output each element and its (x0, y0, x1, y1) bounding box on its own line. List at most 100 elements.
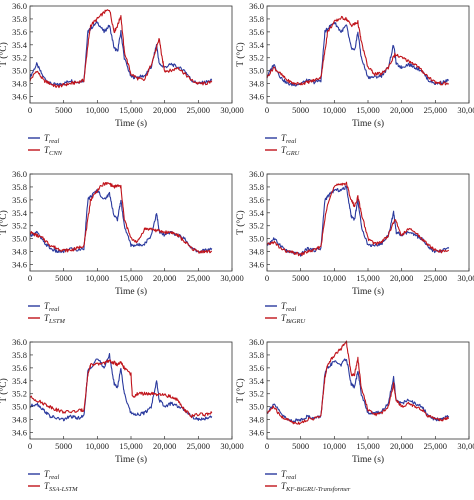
legend-label: Treal (44, 133, 59, 145)
x-tick-label: 5000 (55, 105, 72, 115)
x-tick-label: 10,000 (86, 105, 109, 115)
series-line-T_real (29, 352, 213, 422)
y-tick-label: 36.0 (12, 1, 27, 11)
x-tick-label: 20,000 (390, 273, 413, 283)
legend-label: Treal (281, 469, 296, 481)
legend-label: TBiGRU (281, 313, 306, 325)
y-tick-label: 35.2 (249, 221, 264, 231)
y-tick-label: 36.0 (249, 169, 264, 179)
x-tick-label: 15,000 (356, 105, 379, 115)
plot-frame (29, 5, 233, 104)
x-tick-label: 5000 (55, 273, 72, 283)
y-tick-label: 35.8 (12, 14, 27, 24)
x-tick-label: 25,000 (187, 441, 210, 451)
y-tick-label: 35.6 (249, 195, 264, 205)
y-tick-label: 34.8 (249, 79, 264, 89)
x-tick-label: 5000 (292, 441, 309, 451)
x-tick-label: 0 (28, 441, 32, 451)
y-axis-label: T (°C) (235, 378, 246, 402)
legend-label: TSSA-LSTM (44, 481, 78, 493)
legend-label: TKF-BiGRU-Transformer (281, 481, 351, 493)
series-line-T_real (29, 189, 213, 254)
x-tick-label: 25,000 (424, 105, 447, 115)
y-tick-label: 36.0 (12, 337, 27, 347)
y-tick-label: 35.8 (249, 350, 264, 360)
x-tick-label: 30,000 (457, 105, 474, 115)
y-tick-label: 35.0 (12, 66, 27, 76)
y-tick-label: 34.8 (12, 415, 27, 425)
x-tick-label: 5000 (292, 105, 309, 115)
y-tick-label: 35.2 (249, 53, 264, 63)
x-tick-label: 5000 (55, 441, 72, 451)
plot-frame (266, 5, 470, 104)
y-tick-label: 35.8 (249, 182, 264, 192)
y-axis-label: T (°C) (0, 210, 9, 234)
series-line-T_GRU (266, 15, 450, 86)
y-tick-label: 35.0 (249, 402, 264, 412)
x-tick-label: 30,000 (457, 441, 474, 451)
y-tick-label: 34.8 (12, 79, 27, 89)
x-tick-label: 30,000 (220, 273, 243, 283)
x-axis-label: Time (s) (115, 118, 147, 129)
chart-panel-5: 34.6 34.8 35.0 35.2 35.4 35.6 35.8 36.0 0 5000 10,… (0, 337, 244, 493)
legend-label: Treal (44, 301, 59, 313)
chart-panel-3: 34.6 34.8 35.0 35.2 35.4 35.6 35.8 36.0 0 5000 10,… (0, 169, 244, 325)
x-tick-label: 30,000 (220, 105, 243, 115)
y-tick-label: 35.8 (12, 350, 27, 360)
legend-label: TCNN (44, 145, 63, 157)
chart-panel-2: 34.6 34.8 35.0 35.2 35.4 35.6 35.8 36.0 0 5000 10,… (235, 1, 474, 157)
x-tick-label: 15,000 (119, 441, 142, 451)
y-tick-label: 35.4 (249, 376, 265, 386)
x-tick-label: 0 (265, 105, 269, 115)
x-tick-label: 20,000 (153, 105, 176, 115)
x-tick-label: 0 (265, 273, 269, 283)
x-tick-label: 10,000 (323, 105, 346, 115)
y-tick-label: 35.0 (249, 66, 264, 76)
y-axis-label: T (°C) (235, 42, 246, 66)
chart-panel-4: 34.6 34.8 35.0 35.2 35.4 35.6 35.8 36.0 0 5000 10,… (235, 169, 474, 325)
series-line-T_BiGRU (266, 181, 450, 257)
y-tick-label: 35.8 (12, 182, 27, 192)
plot-frame (266, 173, 470, 272)
x-axis-label: Time (s) (115, 454, 147, 465)
series-line-T_KF-BiGRU-Transformer (266, 340, 449, 425)
y-tick-label: 35.0 (249, 234, 264, 244)
legend-label: TGRU (281, 145, 301, 157)
y-tick-label: 36.0 (12, 169, 27, 179)
y-axis-label: T (°C) (0, 42, 9, 66)
y-tick-label: 34.6 (249, 260, 264, 270)
series-line-T_SSA-LSTM (29, 359, 213, 419)
y-tick-label: 35.4 (249, 208, 265, 218)
x-tick-label: 25,000 (187, 105, 210, 115)
plot-frame (29, 173, 233, 272)
y-tick-label: 36.0 (249, 337, 264, 347)
chart-panel-1: 34.6 34.8 35.0 35.2 35.4 35.6 35.8 36.0 0 5000 10,… (0, 1, 244, 157)
y-tick-label: 35.6 (249, 363, 264, 373)
y-tick-label: 34.8 (12, 247, 27, 257)
x-tick-label: 25,000 (424, 273, 447, 283)
x-tick-label: 20,000 (390, 441, 413, 451)
y-tick-label: 35.0 (12, 402, 27, 412)
y-tick-label: 35.4 (249, 40, 265, 50)
series-line-T_real (266, 21, 450, 87)
y-axis-label: T (°C) (235, 210, 246, 234)
legend-label: Treal (281, 301, 296, 313)
legend-label: TLSTM (44, 313, 65, 325)
y-tick-label: 35.8 (249, 14, 264, 24)
y-tick-label: 35.6 (12, 363, 27, 373)
x-tick-label: 15,000 (119, 273, 142, 283)
x-tick-label: 15,000 (356, 441, 379, 451)
x-tick-label: 0 (265, 441, 269, 451)
x-tick-label: 0 (28, 105, 32, 115)
y-tick-label: 36.0 (249, 1, 264, 11)
y-axis-label: T (°C) (0, 378, 9, 402)
legend-label: Treal (44, 469, 59, 481)
x-tick-label: 20,000 (390, 105, 413, 115)
y-tick-label: 35.2 (12, 389, 27, 399)
x-tick-label: 30,000 (220, 441, 243, 451)
y-tick-label: 34.6 (12, 92, 27, 102)
x-tick-label: 30,000 (457, 273, 474, 283)
x-axis-label: Time (s) (352, 454, 384, 465)
series-line-T_CNN (29, 9, 213, 89)
